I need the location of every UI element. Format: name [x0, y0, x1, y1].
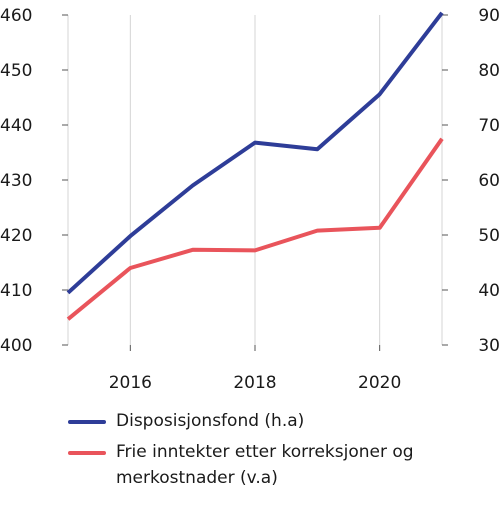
legend-label-frie-inntekter: Frie inntekter etter korreksjoner og mer… [116, 442, 414, 488]
y-right-tick-label-50: 50 [478, 226, 500, 246]
x-tick-label-2020: 2020 [358, 373, 401, 393]
y-left-tick-label-400: 400 [0, 336, 32, 356]
y-left-tick-label-460: 460 [0, 6, 32, 26]
left-y-axis: 400 410 420 430 440 450 460 [0, 6, 68, 356]
x-tick-label-2016: 2016 [109, 373, 152, 393]
legend-item-disposisjonsfond: Disposisjonsfond (h.a) [68, 408, 488, 434]
legend: Disposisjonsfond (h.a) Frie inntekter et… [68, 408, 488, 496]
y-right-tick-label-30: 30 [478, 336, 500, 356]
x-tick-label-2018: 2018 [233, 373, 276, 393]
y-right-tick-label-60: 60 [478, 171, 500, 191]
y-left-tick-label-410: 410 [0, 281, 32, 301]
legend-label-disposisjonsfond: Disposisjonsfond (h.a) [116, 411, 305, 431]
y-right-tick-label-90: 90 [478, 6, 500, 26]
y-right-tick-label-40: 40 [478, 281, 500, 301]
line-chart: 400 410 420 430 440 450 460 30 40 50 60 70 80 90 201… [0, 6, 500, 393]
y-left-tick-label-420: 420 [0, 226, 32, 246]
y-left-tick-label-440: 440 [0, 116, 32, 136]
legend-swatch-frie-inntekter [68, 451, 106, 455]
y-right-tick-label-70: 70 [478, 116, 500, 136]
series-lines [66, 11, 444, 321]
series-line-disposisjonsfond [66, 11, 444, 295]
y-left-tick-label-430: 430 [0, 171, 32, 191]
y-left-tick-label-450: 450 [0, 61, 32, 81]
legend-swatch-disposisjonsfond [68, 420, 106, 424]
legend-item-frie-inntekter: Frie inntekter etter korreksjoner og mer… [68, 439, 488, 491]
x-axis: 2016 2018 2020 [109, 345, 401, 393]
right-y-axis: 30 40 50 60 70 80 90 [442, 6, 500, 356]
grid-lines [67, 15, 443, 345]
y-right-tick-label-80: 80 [478, 61, 500, 81]
series-line-frie-inntekter [66, 137, 444, 321]
